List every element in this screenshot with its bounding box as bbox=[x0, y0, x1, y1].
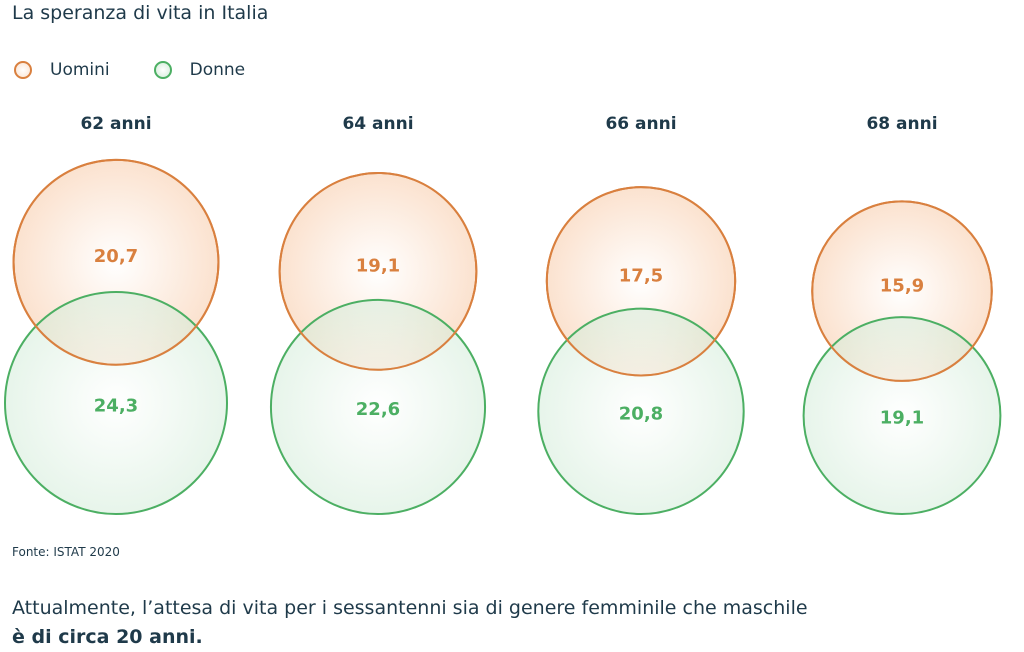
footnote: Attualmente, l’attesa di vita per i sess… bbox=[12, 594, 1012, 652]
legend-swatch-uomini bbox=[14, 61, 32, 79]
value-label-donne: 19,1 bbox=[880, 408, 924, 429]
value-label-uomini: 15,9 bbox=[880, 276, 924, 297]
value-label-uomini: 17,5 bbox=[619, 266, 663, 287]
category-group: 62 anni 20,7 24,3 bbox=[4, 114, 228, 515]
chart-title: La speranza di vita in Italia bbox=[12, 2, 269, 24]
bubble-chart: 62 anni 20,7 24,3 64 anni 19,1 22,6 66 anni 17,… bbox=[4, 114, 1002, 515]
bubble-uomini-outline bbox=[12, 158, 220, 366]
category-label: 64 anni bbox=[342, 114, 413, 134]
footnote-line-2: è di circa 20 anni. bbox=[12, 626, 203, 648]
value-label-donne: 24,3 bbox=[94, 395, 138, 416]
category-label: 62 anni bbox=[80, 114, 151, 134]
bubble-uomini-outline bbox=[545, 186, 737, 377]
category-label: 66 anni bbox=[605, 114, 676, 134]
category-group: 64 anni 19,1 22,6 bbox=[269, 114, 487, 515]
legend-label-uomini: Uomini bbox=[50, 60, 110, 80]
category-group: 68 anni 15,9 19,1 bbox=[802, 114, 1002, 515]
value-label-donne: 22,6 bbox=[356, 399, 400, 420]
value-label-uomini: 20,7 bbox=[94, 246, 138, 267]
legend-swatch-donne bbox=[153, 61, 172, 79]
footnote-line-1: Attualmente, l’attesa di vita per i sess… bbox=[12, 597, 808, 619]
legend: Uomini Donne bbox=[14, 57, 289, 83]
category-label: 68 anni bbox=[866, 114, 937, 134]
bubble-uomini-outline bbox=[278, 171, 478, 371]
bubble-uomini-outline bbox=[811, 200, 993, 382]
category-group: 66 anni 17,5 20,8 bbox=[537, 114, 745, 515]
source-note: Fonte: ISTAT 2020 bbox=[12, 545, 120, 559]
legend-item-donne: Donne bbox=[153, 60, 246, 80]
legend-item-uomini: Uomini bbox=[14, 60, 110, 80]
value-label-uomini: 19,1 bbox=[356, 255, 400, 276]
legend-label-donne: Donne bbox=[189, 60, 246, 80]
value-label-donne: 20,8 bbox=[619, 403, 663, 424]
